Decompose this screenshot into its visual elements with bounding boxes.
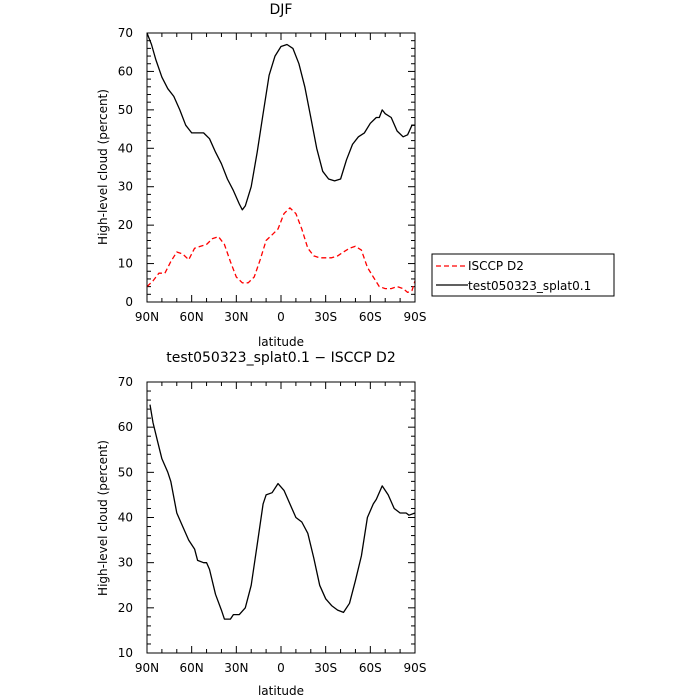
- y-tick-label: 40: [118, 511, 133, 525]
- x-tick-label: 30S: [314, 661, 337, 675]
- chart-bottom-ticks: 90N 60N 30N 0 30S 60S 90S 10 20 30 40 50 60 70: [118, 375, 427, 675]
- x-tick-label: 30N: [224, 661, 248, 675]
- x-tick-label: 0: [277, 661, 285, 675]
- y-tick-label: 70: [118, 375, 133, 389]
- x-tick-label: 30N: [224, 310, 248, 324]
- chart-top-xlabel: latitude: [258, 335, 304, 349]
- chart-top: DJF 90N 60N 30N 0 30S 60S 90S 0 10 20 30 40 50 60 70 l…: [96, 2, 426, 349]
- x-tick-label: 60S: [359, 661, 382, 675]
- chart-top-title: DJF: [270, 2, 293, 18]
- y-tick-label: 10: [118, 646, 133, 660]
- y-tick-label: 60: [118, 64, 133, 78]
- y-tick-label: 20: [118, 218, 133, 232]
- y-tick-label: 70: [118, 26, 133, 40]
- chart-bottom-title: test050323_splat0.1 − ISCCP D2: [166, 350, 396, 366]
- x-tick-label: 90N: [135, 310, 159, 324]
- chart-bottom-frame: [146, 381, 416, 654]
- chart-top-series: [146, 32, 416, 294]
- legend-test-label: test050323_splat0.1: [468, 279, 591, 293]
- y-tick-label: 20: [118, 601, 133, 615]
- legend-isccp-label: ISCCP D2: [468, 259, 524, 273]
- x-tick-label: 30S: [314, 310, 337, 324]
- x-tick-label: 60S: [359, 310, 382, 324]
- y-tick-label: 50: [118, 103, 133, 117]
- legend-box: [431, 253, 615, 297]
- series-line-top-0: [146, 207, 416, 294]
- chart-top-ylabel: High-level cloud (percent): [96, 89, 110, 245]
- chart-bottom-series: [149, 404, 416, 620]
- y-tick-label: 50: [118, 465, 133, 479]
- chart-top-ticks: 90N 60N 30N 0 30S 60S 90S 0 10 20 30 40 50 60 70: [118, 26, 427, 324]
- x-tick-label: 60N: [180, 310, 204, 324]
- chart-bottom-xlabel: latitude: [258, 684, 304, 698]
- legend: ISCCP D2 test050323_splat0.1: [431, 253, 615, 297]
- x-tick-label: 0: [277, 310, 285, 324]
- y-tick-label: 30: [118, 556, 133, 570]
- y-tick-label: 60: [118, 420, 133, 434]
- y-tick-label: 10: [118, 257, 133, 271]
- x-tick-label: 90S: [404, 310, 427, 324]
- y-tick-label: 40: [118, 141, 133, 155]
- chart-bottom-ylabel: High-level cloud (percent): [96, 440, 110, 596]
- series-line-bottom-0: [149, 404, 416, 620]
- x-tick-label: 90N: [135, 661, 159, 675]
- chart-bottom: test050323_splat0.1 − ISCCP D2 90N 60N 30N…: [96, 350, 426, 698]
- chart-top-frame: [146, 32, 416, 303]
- x-tick-label: 60N: [180, 661, 204, 675]
- x-tick-label: 90S: [404, 661, 427, 675]
- y-tick-label: 30: [118, 180, 133, 194]
- series-line-top-1: [146, 32, 415, 211]
- y-tick-label: 0: [125, 295, 133, 309]
